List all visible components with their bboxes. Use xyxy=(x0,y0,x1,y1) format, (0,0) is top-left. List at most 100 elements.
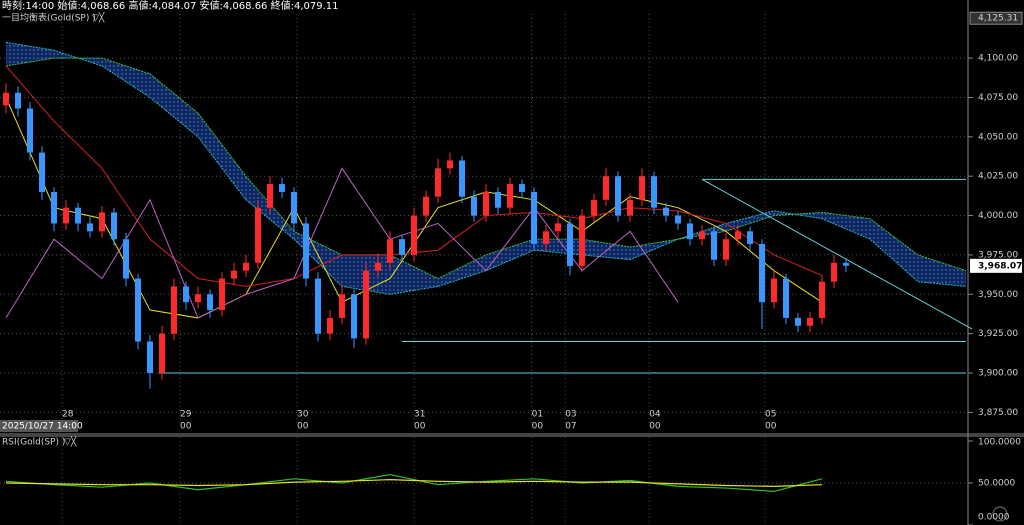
candle-body xyxy=(603,176,609,200)
candle-body xyxy=(327,317,333,334)
candle-body xyxy=(195,294,201,303)
candle-body xyxy=(3,92,9,106)
rsi-tick-label: 0.0000 xyxy=(978,513,1010,523)
candle-body xyxy=(495,191,501,208)
candle-body xyxy=(651,176,657,208)
candle-body xyxy=(291,191,297,224)
candle-body xyxy=(231,270,237,279)
ohlc-header: 時刻:14:00 始値:4,068.66 高値:4,084.07 安値:4,06… xyxy=(2,0,339,12)
candle-body xyxy=(435,168,441,197)
candle-body xyxy=(591,199,597,216)
rsi-line xyxy=(5,473,823,493)
level-line xyxy=(701,178,973,330)
indicator-label: 一目均衡表(Gold(SP) ) xyxy=(2,12,96,24)
x-tick-label: 31 xyxy=(414,410,425,420)
candle-body xyxy=(183,286,189,303)
candle-body xyxy=(447,160,453,169)
x-sub-label: 00 xyxy=(649,422,661,432)
candle-body xyxy=(159,333,165,374)
candle-body xyxy=(219,278,225,311)
y-tick-label: 4,025.00 xyxy=(978,172,1018,182)
candle-body xyxy=(471,196,477,216)
y-tick-label: 4,100.00 xyxy=(978,54,1018,64)
candle-body xyxy=(27,108,33,153)
rsi-tick-label: 100.0000 xyxy=(978,438,1021,448)
candle-body xyxy=(675,215,681,224)
candle-body xyxy=(819,281,825,318)
candle-body xyxy=(363,270,369,339)
x-tick-label: 30 xyxy=(297,410,309,420)
last-price-box xyxy=(970,258,1022,273)
y-tick-label: 3,875.00 xyxy=(978,408,1018,418)
candle-body xyxy=(51,191,57,224)
rsi-label: RSI(Gold(SP) ) xyxy=(2,438,65,448)
candle-body xyxy=(723,239,729,260)
candle-body xyxy=(375,262,381,271)
candle-body xyxy=(759,243,765,303)
candle-body xyxy=(459,160,465,197)
candle-body xyxy=(615,176,621,216)
rsi-icons[interactable]: ▽╳ xyxy=(64,436,77,448)
candle-body xyxy=(699,231,705,240)
candle-body xyxy=(423,196,429,216)
candle-body xyxy=(399,239,405,255)
x-sub-label: 00 xyxy=(297,422,309,432)
candle-body xyxy=(171,286,177,334)
indicator-icons[interactable]: ▽╳ xyxy=(92,12,105,24)
date-stamp: 2025/10/27 14:00 xyxy=(2,422,83,432)
x-tick-label: 03 xyxy=(565,410,576,420)
candle-body xyxy=(783,278,789,318)
top-price: 4,125.31 xyxy=(978,14,1018,24)
candle-body xyxy=(99,212,105,232)
candle-body xyxy=(75,207,81,224)
candle-body xyxy=(567,223,573,266)
x-sub-label: 07 xyxy=(565,422,576,432)
x-sub-label: 00 xyxy=(414,422,426,432)
y-tick-label: 3,975.00 xyxy=(978,250,1018,260)
x-tick-label: 04 xyxy=(649,410,661,420)
candle-body xyxy=(315,278,321,334)
candle-body xyxy=(339,294,345,318)
candle-body xyxy=(687,223,693,240)
candle-body xyxy=(711,231,717,260)
x-tick-label: 29 xyxy=(180,410,192,420)
candle-body xyxy=(87,223,93,232)
candle-body xyxy=(483,191,489,216)
candle-body xyxy=(507,184,513,208)
y-tick-label: 4,050.00 xyxy=(978,132,1018,142)
y-tick-label: 3,925.00 xyxy=(978,329,1018,339)
candle-body xyxy=(627,199,633,216)
y-tick-label: 3,900.00 xyxy=(978,369,1018,379)
indicator-line xyxy=(5,57,967,280)
candle-body xyxy=(831,262,837,282)
candle-body xyxy=(555,223,561,232)
candle-body xyxy=(387,239,393,263)
rsi-tick-label: 50.0000 xyxy=(978,479,1015,489)
candle-body xyxy=(351,294,357,339)
candle-body xyxy=(303,223,309,279)
y-tick-label: 3,950.00 xyxy=(978,290,1018,300)
x-tick-label: 01 xyxy=(532,410,543,420)
candle-body xyxy=(543,231,549,244)
candle-body xyxy=(207,294,213,311)
indicator-line xyxy=(5,41,967,295)
x-sub-label: 00 xyxy=(532,422,544,432)
x-tick-label: 28 xyxy=(62,410,74,420)
candle-body xyxy=(111,212,117,240)
candle-body xyxy=(255,207,261,263)
y-tick-label: 4,000.00 xyxy=(978,211,1018,221)
candle-body xyxy=(531,191,537,244)
candle-body xyxy=(579,215,585,266)
candle-body xyxy=(243,262,249,271)
settings-icon[interactable] xyxy=(992,506,1008,522)
candle-body xyxy=(807,317,813,326)
last-price: 3,968.07 xyxy=(978,261,1022,271)
rsi-line xyxy=(5,479,823,487)
candle-body xyxy=(735,231,741,240)
candle-body xyxy=(63,207,69,224)
candle-body xyxy=(15,92,21,109)
candle-body xyxy=(39,152,45,192)
x-sub-label: 00 xyxy=(765,422,777,432)
